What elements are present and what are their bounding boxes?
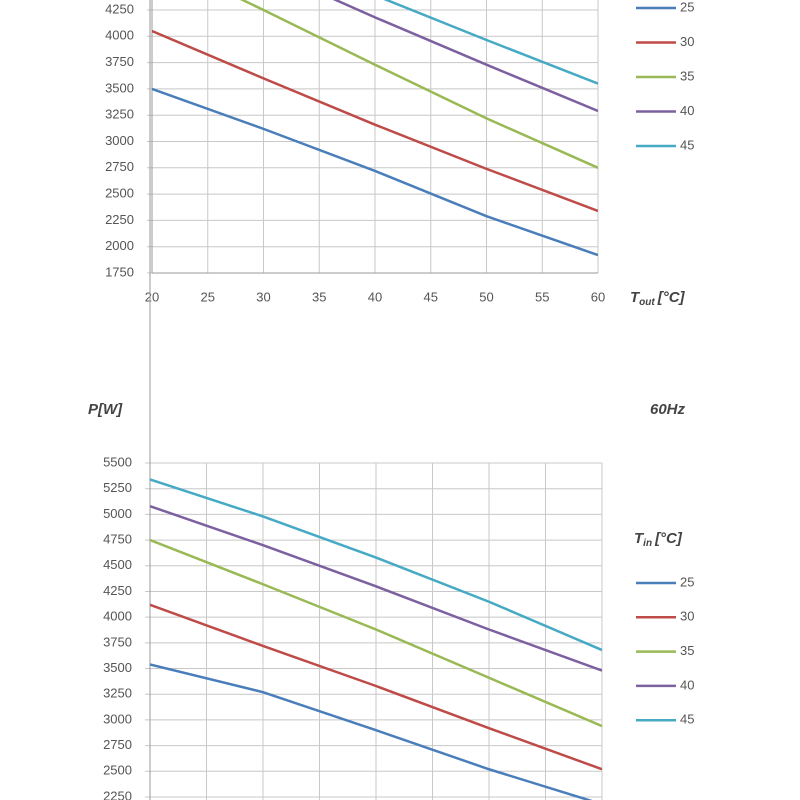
y-tick-label: 2500: [103, 763, 132, 778]
symbol: T: [634, 530, 645, 547]
y-tick-label: 2000: [105, 238, 134, 253]
legend-label: 40: [680, 103, 694, 118]
x-tick-label: 50: [479, 289, 493, 304]
annotation: 60Hz: [650, 401, 686, 418]
legend-label: 35: [680, 643, 694, 658]
y-tick-label: 3250: [105, 107, 134, 122]
y-tick-label: 3250: [103, 686, 132, 701]
x-tick-label: 45: [424, 289, 438, 304]
series-line: [152, 87, 598, 257]
plot-area: [150, 478, 602, 800]
legend-label: 45: [680, 712, 694, 727]
y-tick-label: 4000: [103, 609, 132, 624]
series-line: [150, 663, 593, 800]
y-tick-label: 5000: [103, 506, 132, 521]
y-axis-title: P[W]: [88, 401, 123, 418]
y-tick-label: 3500: [105, 80, 134, 95]
legend-label: 30: [680, 34, 694, 49]
series-line: [150, 603, 602, 771]
y-tick-label: 2750: [103, 737, 132, 752]
series-line: [332, 0, 598, 113]
y-tick-label: 4250: [103, 583, 132, 598]
y-tick-label: 4750: [103, 532, 132, 547]
y-tick-label: 2750: [105, 159, 134, 174]
y-tick-label: 3750: [105, 54, 134, 69]
x-tick-label: 35: [312, 289, 326, 304]
subscript: in: [643, 538, 652, 549]
y-tick-label: 2250: [105, 212, 134, 227]
series-line: [150, 504, 602, 672]
y-tick-label: 5500: [103, 454, 132, 469]
y-tick-label: 2250: [103, 788, 132, 800]
y-tick-label: 4500: [103, 557, 132, 572]
subscript: out: [639, 297, 655, 308]
series-line: [239, 0, 598, 169]
legend-label: 45: [680, 137, 694, 152]
y-tick-label: 3750: [103, 634, 132, 649]
x-tick-label: 30: [256, 289, 270, 304]
unit: [°C]: [657, 289, 686, 306]
legend-label: 30: [680, 609, 694, 624]
unit: [°C]: [654, 530, 683, 547]
x-tick-label: 20: [145, 289, 159, 304]
series-line: [150, 478, 602, 652]
y-tick-label: 4000: [105, 28, 134, 43]
legend-label: 40: [680, 677, 694, 692]
series-line: [152, 29, 598, 213]
x-tick-label: 60: [591, 289, 605, 304]
plot-area: [152, 0, 598, 257]
y-tick-label: 4250: [105, 1, 134, 16]
symbol: T: [630, 289, 641, 306]
y-tick-label: 3500: [103, 660, 132, 675]
y-tick-label: 1750: [105, 264, 134, 279]
legend-label: 25: [680, 0, 694, 14]
y-tick-label: 3000: [103, 711, 132, 726]
legend-label: 25: [680, 574, 694, 589]
x-axis-title: Tout [°C]: [630, 289, 686, 308]
legend-label: 35: [680, 68, 694, 83]
legend-title: Tin [°C]: [634, 530, 683, 549]
x-tick-label: 55: [535, 289, 549, 304]
x-tick-label: 40: [368, 289, 382, 304]
y-tick-label: 3000: [105, 133, 134, 148]
y-tick-label: 2500: [105, 186, 134, 201]
series-line: [150, 538, 602, 728]
x-tick-label: 25: [201, 289, 215, 304]
y-tick-label: 5250: [103, 480, 132, 495]
series-line: [383, 0, 598, 85]
